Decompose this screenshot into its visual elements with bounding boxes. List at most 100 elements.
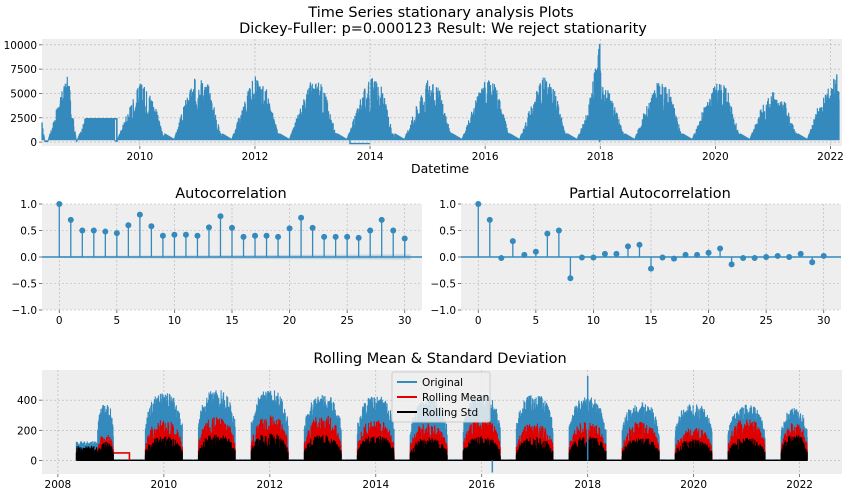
ts-ytick-label: 10000 (4, 40, 37, 52)
acf-point (229, 224, 235, 231)
acf-xtick-label: 20 (283, 315, 296, 327)
figure-title-line1: Time Series stationary analysis Plots (307, 5, 573, 21)
acf-point (321, 233, 328, 240)
pacf-point (509, 238, 516, 245)
roll-xtick-label: 2010 (150, 479, 177, 491)
pacf-point (475, 201, 482, 207)
pacf-point (774, 252, 781, 259)
roll-ytick-label: 400 (17, 395, 37, 407)
acf-point (275, 233, 282, 240)
ts-flat-segment (85, 117, 118, 142)
pacf-xtick-label: 0 (475, 315, 482, 327)
pacf-ytick-label: −0.5 (431, 279, 457, 291)
pacf-ytick-label: 0.0 (439, 252, 456, 264)
acf-point (205, 224, 212, 231)
acf-point (252, 232, 259, 239)
roll-xtick-label: 2014 (362, 479, 389, 491)
roll-xtick-label: 2008 (45, 479, 72, 491)
pacf-point (532, 248, 539, 255)
pacf-point (636, 241, 643, 248)
acf-point (113, 230, 120, 237)
acf-point (148, 223, 155, 230)
acf-point (102, 228, 109, 235)
pacf-xtick-label: 30 (817, 315, 830, 327)
acf-xtick-label: 0 (56, 315, 63, 327)
ts-series-original (41, 48, 840, 143)
pacf-point (601, 250, 608, 257)
pacf-point (740, 255, 747, 262)
ts-ytick-label: 0 (30, 137, 37, 149)
acf-panel: 0 5 10 15 20 25 30 −1.0 −0.5 0.0 0.5 1.0 (12, 199, 422, 327)
acf-point (286, 225, 293, 232)
acf-point (332, 233, 339, 240)
figure-title-line2: Dickey-Fuller: p=0.000123 Result: We rej… (239, 21, 647, 37)
ts-ytick-label: 7500 (10, 64, 37, 76)
legend-label-rolling-std: Rolling Std (422, 407, 478, 419)
acf-ytick-label: 1.0 (20, 199, 37, 211)
acf-point (355, 234, 362, 241)
pacf-point (751, 255, 758, 262)
roll-xtick-label: 2018 (574, 479, 601, 491)
pacf-ytick-label: 1.0 (439, 199, 456, 211)
pacf-xtick-label: 25 (759, 315, 772, 327)
ts-xtick-label: 2018 (587, 151, 614, 163)
pacf-point (567, 275, 574, 282)
acf-point (56, 201, 63, 207)
ts-ytick-label: 5000 (10, 88, 37, 100)
acf-point (309, 224, 316, 231)
pacf-ytick-label: 0.5 (439, 226, 456, 238)
pacf-point (705, 249, 712, 256)
roll-xtick-label: 2016 (468, 479, 495, 491)
pacf-point (694, 251, 701, 258)
pacf-title: Partial Autocorrelation (569, 186, 731, 202)
ts-dip-segment (349, 140, 371, 145)
acf-ytick-label: 0.0 (20, 252, 37, 264)
acf-point (67, 216, 74, 223)
acf-ytick-label: −1.0 (12, 305, 38, 317)
acf-title: Autocorrelation (175, 186, 286, 202)
roll-xtick-label: 2020 (680, 479, 707, 491)
ts-xtick-label: 2012 (242, 151, 269, 163)
pacf-point (682, 251, 689, 258)
roll-flat-mean (113, 452, 131, 461)
pacf-point (671, 255, 678, 262)
acf-point (298, 214, 305, 221)
ts-xtick-label: 2022 (817, 151, 844, 163)
timeseries-panel: 2010 2012 2014 2016 2018 2020 2022 0 2500 5000 750… (4, 39, 844, 163)
acf-xtick-label: 30 (398, 315, 411, 327)
pacf-point (486, 216, 493, 223)
pacf-xtick-label: 20 (702, 315, 715, 327)
roll-ytick-label: 200 (17, 425, 37, 437)
acf-ytick-label: 0.5 (20, 226, 37, 238)
pacf-point (728, 261, 735, 268)
rolling-title: Rolling Mean & Standard Deviation (313, 351, 566, 367)
pacf-xtick-label: 10 (587, 315, 600, 327)
pacf-point (797, 250, 804, 257)
ts-ytick-label: 2500 (10, 113, 37, 125)
rolling-legend: Original Rolling Mean Rolling Std (391, 371, 491, 423)
ts-xtick-label: 2014 (357, 151, 384, 163)
acf-point (390, 227, 397, 234)
acf-point (125, 222, 132, 229)
pacf-point (809, 259, 816, 266)
legend-frame (391, 371, 491, 423)
acf-point (401, 235, 408, 242)
pacf-panel: 0 5 10 15 20 25 30 −1.0 −0.5 0.0 0.5 1.0 (431, 199, 841, 327)
acf-point (240, 233, 247, 240)
acf-xtick-label: 10 (168, 315, 181, 327)
pacf-point (624, 243, 631, 250)
acf-point (344, 233, 351, 240)
pacf-point (590, 254, 597, 261)
pacf-point (544, 230, 551, 237)
acf-point (171, 231, 178, 238)
ts-xtick-label: 2020 (702, 151, 729, 163)
acf-xtick-label: 25 (340, 315, 353, 327)
acf-point (182, 231, 189, 238)
roll-xtick-label: 2022 (786, 479, 813, 491)
pacf-point (555, 227, 562, 234)
pacf-xtick-label: 15 (644, 315, 657, 327)
acf-ytick-label: −0.5 (12, 279, 38, 291)
pacf-point (648, 265, 654, 272)
pacf-ytick-label: −1.0 (431, 305, 457, 317)
